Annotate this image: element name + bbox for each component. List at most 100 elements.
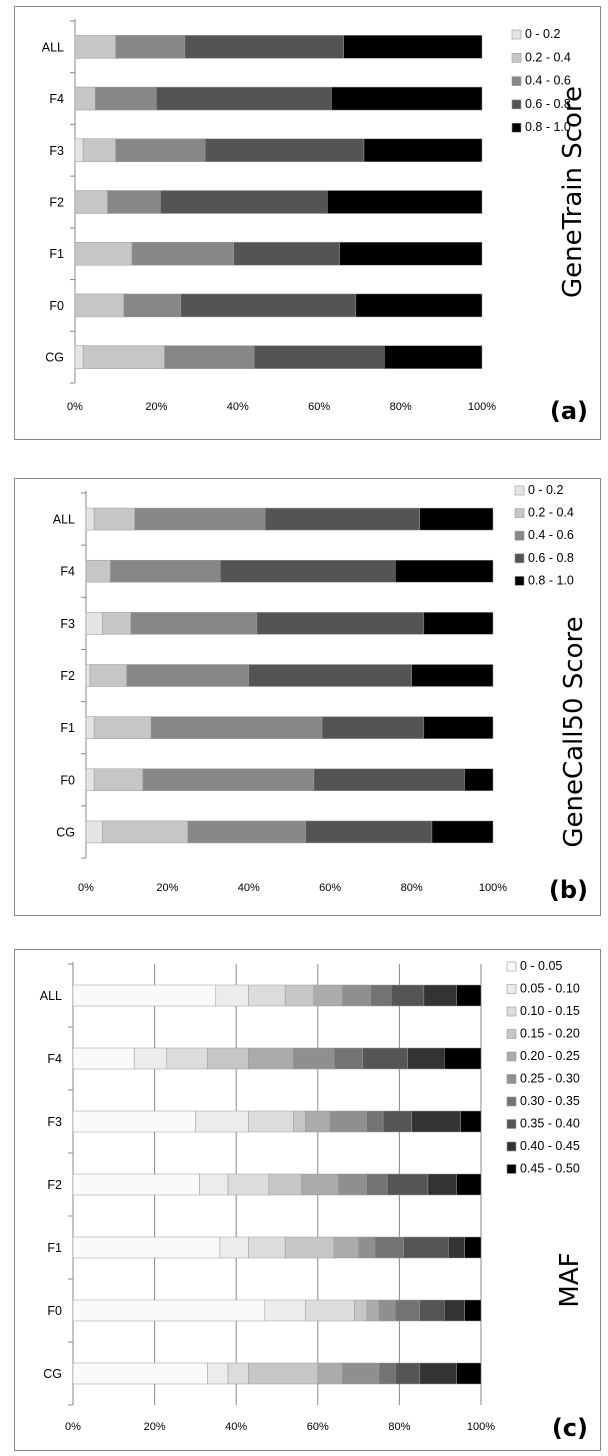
bar-segment (72, 1110, 196, 1133)
legend-label: 0.05 - 0.10 (520, 982, 580, 996)
legend-swatch (514, 485, 525, 496)
bar-segment (464, 1236, 482, 1259)
x-tick-label: 40% (238, 882, 260, 894)
category-label: ALL (40, 989, 62, 1003)
bar-segment (423, 612, 494, 635)
legend-swatch (511, 122, 522, 133)
bar-segment (460, 1110, 482, 1133)
bar-segment (305, 1110, 331, 1133)
legend-label: 0.15 - 0.20 (520, 1027, 580, 1041)
x-tick-label: 20% (156, 882, 178, 894)
x-tick-label: 100% (467, 1421, 495, 1433)
bar-segment (195, 1110, 249, 1133)
legend-swatch (514, 530, 525, 541)
bar-segment (72, 1299, 266, 1322)
bar-segment (363, 138, 483, 163)
legend-swatch (506, 1141, 517, 1152)
bar-segment (342, 1362, 380, 1385)
x-tick-label: 20% (144, 1421, 166, 1433)
x-tick-label: 0% (78, 882, 94, 894)
bar-segment (126, 664, 250, 687)
bar-segment (331, 86, 483, 111)
bar-segment (248, 1110, 294, 1133)
legend-swatch (514, 508, 525, 518)
bar-segment (134, 507, 266, 531)
bar-segment (362, 1047, 408, 1070)
bar-segment (93, 768, 144, 792)
category-label: CG (43, 1367, 62, 1381)
legend-swatch (511, 99, 522, 110)
legend-swatch (506, 1096, 517, 1107)
legend-label: 0 - 0.2 (528, 483, 563, 497)
legend-label: 0.2 - 0.4 (528, 506, 574, 520)
legend-label: 0 - 0.2 (525, 27, 560, 41)
category-label: F4 (49, 92, 64, 106)
bar-segment (284, 1236, 335, 1259)
bar-segment (233, 241, 340, 266)
x-tick-label: 0% (65, 1421, 81, 1433)
x-tick-label: 80% (390, 401, 412, 413)
category-label: F1 (60, 721, 75, 735)
bar-segment (419, 1299, 445, 1322)
legend-swatch (511, 76, 522, 86)
bar-segment (85, 664, 91, 687)
bar-segment (85, 716, 95, 739)
axis-title: GeneTrain Score (558, 86, 588, 298)
legend-label: 0 - 0.05 (520, 959, 562, 973)
bar-segment (220, 559, 396, 583)
bar-segment (219, 1236, 249, 1259)
bar-segment (85, 559, 111, 583)
bar-segment (293, 1047, 335, 1070)
bar-segment (253, 345, 385, 369)
bar-segment (411, 664, 494, 687)
bar-segment (227, 1362, 249, 1385)
bar-segment (403, 1236, 449, 1259)
bar-segment (85, 507, 95, 531)
category-label: F1 (49, 247, 64, 261)
bar-segment (366, 1173, 388, 1196)
bar-segment (464, 768, 494, 792)
bar-segment (382, 1110, 412, 1133)
x-tick-label: 80% (388, 1421, 410, 1433)
legend-swatch (506, 1074, 517, 1084)
bar-segment (313, 768, 465, 792)
legend-swatch (506, 1164, 517, 1174)
bar-segment (160, 190, 328, 214)
legend-swatch (506, 1006, 517, 1017)
bar-segment (407, 1047, 445, 1070)
category-label: CG (56, 825, 75, 839)
bar-segment (456, 1362, 482, 1385)
genetrain-score-chart: 0% 20% 40% 60% 80% 100% ALL F4 F3 F2 F1 F0 CG 0 - 0.2… (42, 19, 588, 425)
bar-segment (215, 984, 249, 1007)
x-tick-label: 100% (479, 882, 507, 894)
bar-segment (207, 1362, 229, 1385)
axis-title: GeneCall50 Score (559, 616, 589, 847)
bar-segment (305, 1299, 355, 1322)
panel-letter: (a) (550, 397, 588, 425)
bar-segment (268, 1173, 302, 1196)
bar-segment (204, 138, 365, 163)
bar-segment (313, 984, 343, 1007)
panel-c: 0% 20% 40% 60% 80% 100% ALL F4 F3 F2 F1 F0 CG 0 - 0.0… (14, 949, 601, 1451)
bar-segment (133, 1047, 168, 1070)
category-label: F3 (60, 617, 75, 631)
bar-segment (366, 1299, 380, 1322)
bar-segment (82, 345, 165, 369)
legend-swatch (511, 52, 522, 63)
legend-label: 0.20 - 0.25 (520, 1049, 580, 1063)
bar-segment (386, 1173, 429, 1196)
bar-segment (264, 1299, 306, 1322)
bar-segment (72, 1236, 221, 1259)
panel-b: 0% 20% 40% 60% 80% 100% ALL F4 F3 F2 F1 F0 CG 0 - 0.2… (14, 478, 601, 916)
bar-segment (72, 1362, 208, 1385)
x-tick-label: 40% (225, 1421, 247, 1433)
bar-segment (107, 190, 161, 214)
bar-segment (456, 984, 482, 1007)
bar-segment (74, 138, 84, 163)
legend-swatch (506, 1029, 517, 1039)
bar-segment (354, 1299, 368, 1322)
panel-a: 0% 20% 40% 60% 80% 100% ALL F4 F3 F2 F1 F0 CG 0 - 0.2… (14, 6, 601, 440)
category-label: F3 (47, 1115, 62, 1129)
bar-segment (444, 1299, 465, 1322)
bar-segment (395, 1362, 421, 1385)
